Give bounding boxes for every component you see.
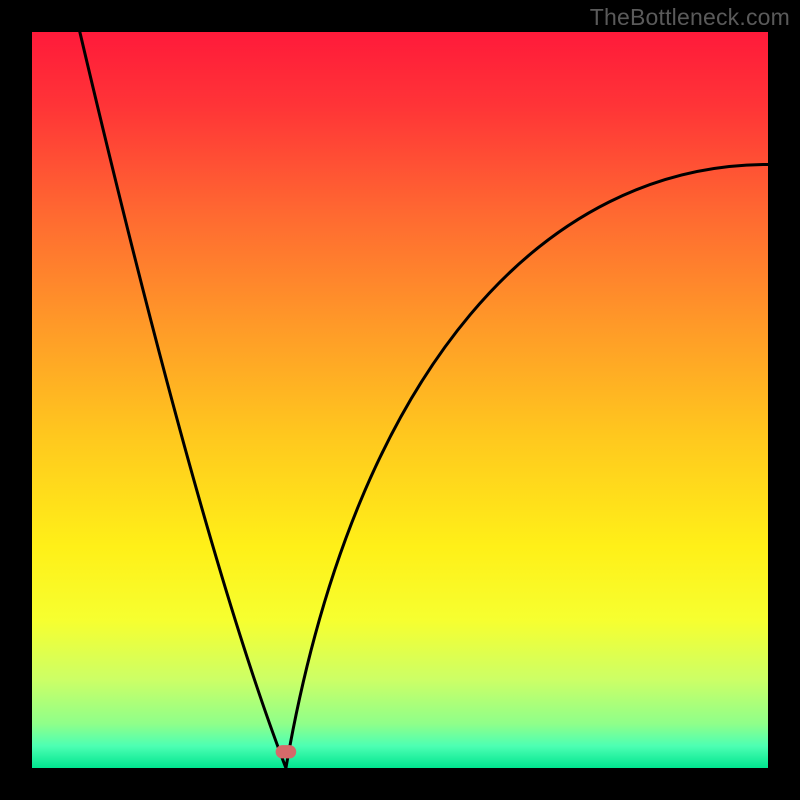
plot-background-gradient — [32, 32, 768, 768]
watermark-text: TheBottleneck.com — [590, 4, 790, 31]
optimal-point-marker — [276, 745, 297, 758]
chart-container: TheBottleneck.com — [0, 0, 800, 800]
bottleneck-curve-chart — [0, 0, 800, 800]
